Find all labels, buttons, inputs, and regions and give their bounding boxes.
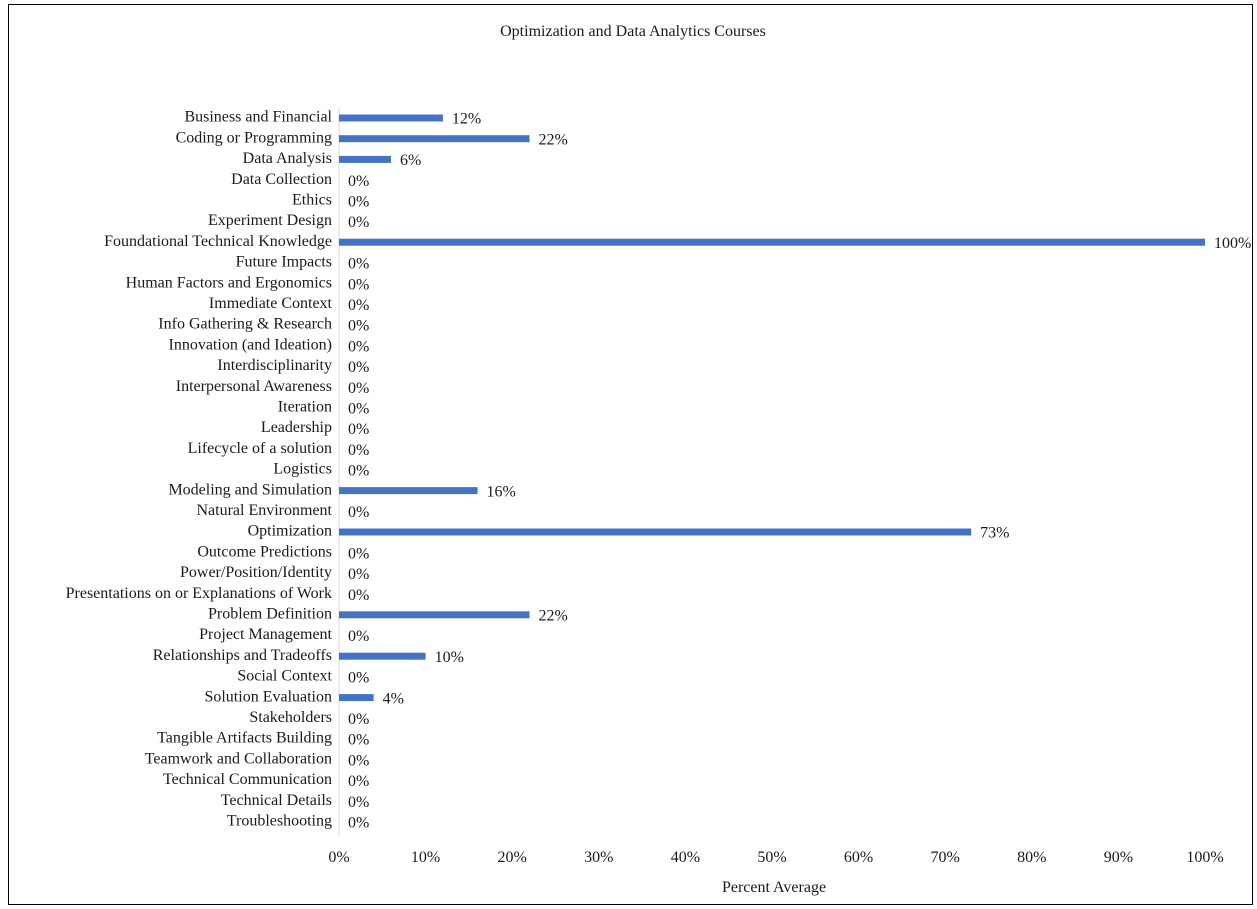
data-label: 0% — [348, 214, 369, 231]
category-label: Project Management — [199, 626, 332, 643]
category-label: Human Factors and Ergonomics — [126, 274, 332, 291]
data-label: 0% — [348, 587, 369, 604]
data-label: 100% — [1214, 235, 1251, 252]
data-label: 73% — [980, 525, 1009, 542]
data-label: 6% — [400, 152, 421, 169]
data-label: 22% — [539, 607, 568, 624]
category-label: Coding or Programming — [176, 129, 332, 146]
data-label: 0% — [348, 814, 369, 831]
data-label: 0% — [348, 442, 369, 459]
bar — [339, 694, 374, 702]
data-label: 0% — [348, 752, 369, 769]
category-label: Technical Communication — [163, 771, 332, 788]
data-label: 0% — [348, 297, 369, 314]
data-label: 0% — [348, 463, 369, 480]
category-label: Experiment Design — [208, 212, 332, 229]
data-label: 0% — [348, 504, 369, 521]
data-label: 10% — [435, 649, 464, 666]
data-label: 0% — [348, 193, 369, 210]
category-label: Solution Evaluation — [204, 688, 332, 705]
category-label: Immediate Context — [209, 295, 333, 312]
value-labels: 12% 22% 6% 0% 0% 0% 100% 0% 0% 0% 0% 0% 0% 0% 0% 0% 0% 0%… — [348, 111, 1251, 832]
data-label: 0% — [348, 421, 369, 438]
x-tick-label: 40% — [671, 849, 700, 866]
data-label: 0% — [348, 773, 369, 790]
x-tick-labels: 0% 10% 20% 30% 40% 50% 60% 70% 80% 90% 100% — [328, 849, 1223, 866]
category-label: Logistics — [273, 461, 332, 478]
category-label: Stakeholders — [249, 709, 332, 726]
category-label: Info Gathering & Research — [158, 316, 332, 333]
bar — [339, 238, 1205, 246]
category-label: Interdisciplinarity — [217, 357, 332, 374]
data-label: 16% — [487, 483, 516, 500]
data-label: 12% — [452, 111, 481, 128]
x-axis-title: Percent Average — [722, 879, 826, 896]
category-label: Innovation (and Ideation) — [169, 336, 333, 353]
chart-frame: Optimization and Data Analytics Courses … — [8, 4, 1253, 905]
data-label: 0% — [348, 400, 369, 417]
category-labels: Business and Financial Coding or Programm… — [66, 109, 333, 830]
bar — [339, 155, 391, 163]
x-tick-label: 70% — [931, 849, 960, 866]
bars-layer — [339, 114, 1205, 702]
data-label: 22% — [539, 131, 568, 148]
category-label: Lifecycle of a solution — [188, 440, 332, 457]
category-label: Foundational Technical Knowledge — [104, 233, 332, 250]
category-label: Iteration — [278, 398, 332, 415]
data-label: 0% — [348, 359, 369, 376]
data-label: 0% — [348, 794, 369, 811]
category-label: Business and Financial — [184, 109, 332, 126]
x-tick-label: 60% — [844, 849, 873, 866]
data-label: 0% — [348, 711, 369, 728]
category-label: Modeling and Simulation — [168, 481, 332, 498]
category-label: Leadership — [261, 419, 332, 436]
bar-chart: Optimization and Data Analytics Courses … — [66, 23, 1252, 896]
x-tick-label: 0% — [328, 849, 349, 866]
chart-title: Optimization and Data Analytics Courses — [500, 23, 766, 40]
category-label: Social Context — [237, 668, 332, 685]
category-label: Troubleshooting — [227, 812, 332, 829]
data-label: 0% — [348, 628, 369, 645]
data-label: 0% — [348, 545, 369, 562]
bar — [339, 114, 443, 122]
x-tick-label: 50% — [757, 849, 786, 866]
category-label: Tangible Artifacts Building — [157, 730, 332, 747]
x-tick-label: 30% — [584, 849, 613, 866]
data-label: 0% — [348, 173, 369, 190]
bar — [339, 611, 530, 619]
category-label: Data Collection — [231, 171, 332, 188]
category-label: Problem Definition — [208, 605, 332, 622]
category-label: Interpersonal Awareness — [176, 378, 332, 395]
category-label: Future Impacts — [236, 254, 332, 271]
category-label: Presentations on or Explanations of Work — [66, 585, 332, 602]
category-label: Relationships and Tradeoffs — [153, 647, 332, 664]
data-label: 0% — [348, 276, 369, 293]
data-label: 0% — [348, 566, 369, 583]
data-label: 0% — [348, 256, 369, 273]
x-tick-label: 10% — [411, 849, 440, 866]
data-label: 0% — [348, 318, 369, 335]
category-label: Outcome Predictions — [197, 543, 332, 560]
category-label: Ethics — [292, 191, 332, 208]
data-label: 0% — [348, 732, 369, 749]
data-label: 0% — [348, 380, 369, 397]
data-label: 4% — [383, 690, 404, 707]
category-label: Technical Details — [221, 792, 332, 809]
bar — [339, 528, 972, 536]
x-tick-label: 100% — [1186, 849, 1223, 866]
bar — [339, 652, 426, 660]
category-label: Teamwork and Collaboration — [145, 750, 332, 767]
category-label: Optimization — [248, 523, 332, 540]
x-tick-label: 80% — [1017, 849, 1046, 866]
x-tick-label: 90% — [1104, 849, 1133, 866]
x-tick-label: 20% — [498, 849, 527, 866]
data-label: 0% — [348, 670, 369, 687]
category-label: Data Analysis — [243, 150, 332, 167]
category-label: Natural Environment — [196, 502, 332, 519]
data-label: 0% — [348, 338, 369, 355]
bar — [339, 487, 478, 495]
bar — [339, 135, 530, 143]
category-label: Power/Position/Identity — [180, 564, 332, 581]
